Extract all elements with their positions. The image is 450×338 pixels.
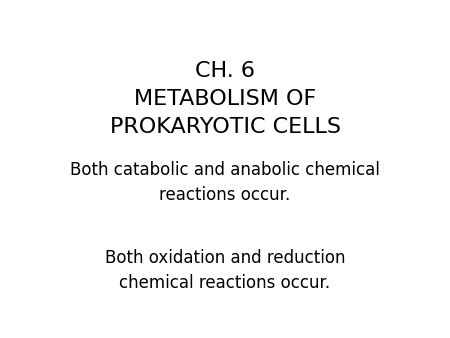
- Text: Both oxidation and reduction
chemical reactions occur.: Both oxidation and reduction chemical re…: [105, 249, 345, 292]
- Text: Both catabolic and anabolic chemical
reactions occur.: Both catabolic and anabolic chemical rea…: [70, 161, 380, 204]
- Text: CH. 6
METABOLISM OF
PROKARYOTIC CELLS: CH. 6 METABOLISM OF PROKARYOTIC CELLS: [109, 61, 341, 137]
